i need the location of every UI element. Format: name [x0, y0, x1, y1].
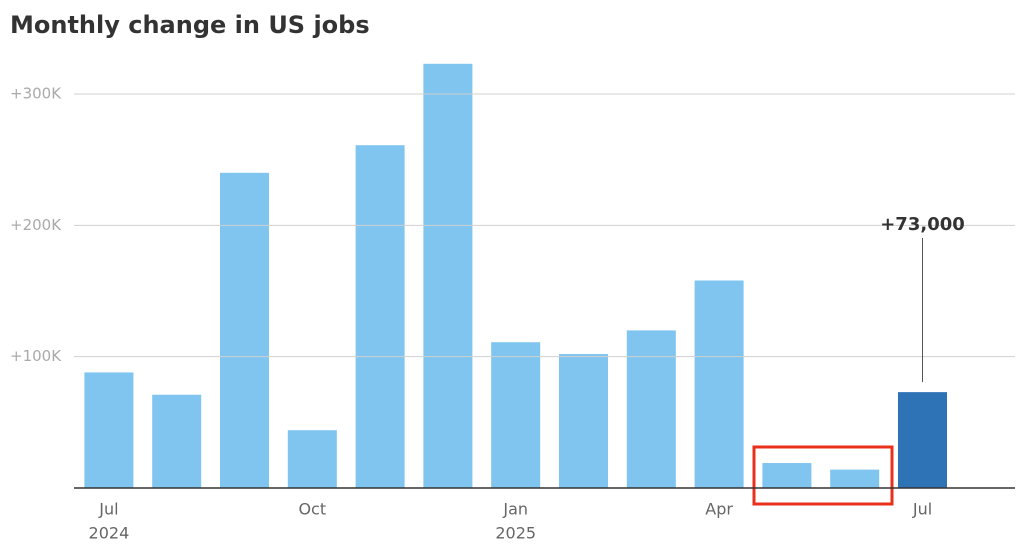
bar [355, 145, 405, 488]
y-tick-label: +300K [10, 85, 62, 103]
bar [84, 372, 134, 488]
x-year-label: 2025 [495, 524, 536, 543]
bar [423, 63, 473, 488]
bar [287, 430, 337, 488]
y-tick-label: +200K [10, 216, 62, 234]
bar [491, 342, 541, 488]
x-tick-label: Apr [705, 500, 733, 519]
y-tick-label: +100K [10, 347, 62, 365]
bar [694, 280, 744, 488]
x-year-label: 2024 [89, 524, 130, 543]
chart-title: Monthly change in US jobs [10, 11, 370, 39]
bar [762, 463, 812, 488]
x-tick-label: Jul [98, 500, 118, 519]
highlight-box [752, 445, 894, 506]
bar [220, 172, 269, 489]
x-tick-label: Oct [298, 500, 326, 519]
x-tick-label: Jul [912, 500, 932, 519]
value-label: +73,000 [880, 214, 965, 235]
bar [559, 354, 608, 488]
x-tick-label: Jan [502, 500, 528, 519]
bar [898, 392, 947, 488]
bar [152, 394, 202, 488]
bar [626, 330, 676, 488]
bar [830, 469, 880, 488]
